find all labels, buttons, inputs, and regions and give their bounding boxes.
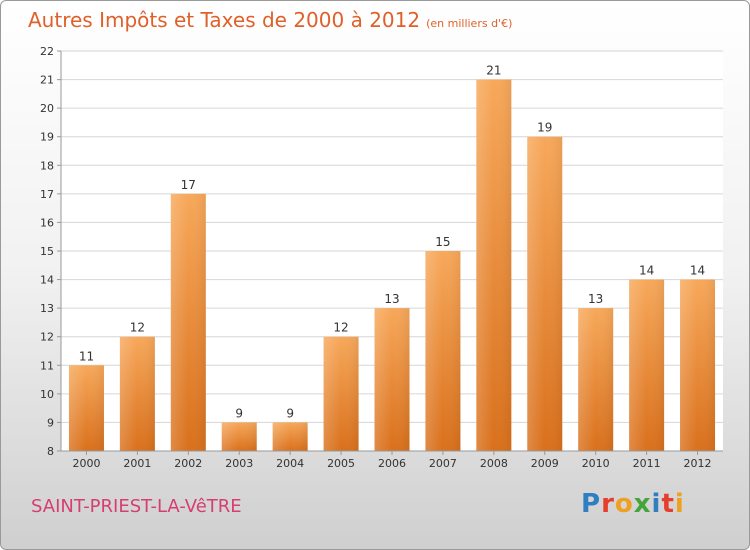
y-tick-label: 16 [40, 216, 54, 229]
bar-shine [323, 336, 359, 451]
proxiti-logo: Proxiti [581, 489, 685, 519]
data-label: 9 [286, 406, 294, 420]
y-tick-label: 14 [40, 274, 54, 287]
bar-shine [578, 308, 614, 451]
data-label: 11 [79, 349, 94, 363]
logo-letter: r [601, 489, 615, 519]
bar-shine [680, 279, 716, 451]
data-label: 19 [537, 121, 552, 135]
bar-shine [119, 336, 155, 451]
x-tick-label: 2012 [684, 457, 712, 470]
y-tick-label: 13 [40, 302, 54, 315]
bar-shine [272, 422, 308, 451]
bars: 11 12 17 9 9 12 13 15 21 19 13 14 14 [68, 64, 716, 452]
data-label: 12 [130, 321, 145, 335]
x-tick-label: 2010 [582, 457, 610, 470]
bar-shine [374, 308, 410, 451]
x-tick-label: 2000 [72, 457, 100, 470]
bar-shine [527, 136, 563, 451]
data-label: 14 [690, 264, 705, 278]
x-tick-label: 2007 [429, 457, 457, 470]
logo-letter: o [614, 489, 634, 519]
y-tick-label: 12 [40, 331, 54, 344]
logo-letter: x [633, 489, 652, 519]
logo-letter: i [674, 489, 685, 519]
data-label: 15 [435, 235, 450, 249]
y-tick-label: 11 [40, 359, 54, 372]
x-tick-label: 2005 [327, 457, 355, 470]
bar-shine [629, 279, 665, 451]
y-tick-label: 19 [40, 131, 54, 144]
bar-shine [425, 251, 461, 451]
bar-shine [68, 365, 104, 451]
y-tick-labels: 8 9 10 11 12 13 14 15 16 17 18 19 20 21 22 [40, 45, 54, 458]
y-tick-label: 9 [47, 416, 54, 429]
y-tick-label: 20 [40, 102, 54, 115]
y-tick-label: 8 [47, 445, 54, 458]
y-tick-label: 18 [40, 159, 54, 172]
x-tick-label: 2003 [225, 457, 253, 470]
data-label: 21 [486, 64, 501, 78]
logo-letter: i [651, 489, 662, 519]
data-label: 12 [333, 321, 348, 335]
data-label: 17 [181, 178, 196, 192]
y-tick-label: 17 [40, 188, 54, 201]
data-label: 14 [639, 264, 654, 278]
chart-title: Autres Impôts et Taxes de 2000 à 2012 (en… [28, 8, 512, 32]
x-tick-label: 2008 [480, 457, 508, 470]
title-unit: (en milliers d'€) [426, 17, 513, 30]
x-tick-labels: 2000 2001 2002 2003 2004 2005 2006 2007 2008 2009… [72, 451, 712, 470]
title-main: Autres Impôts et Taxes de 2000 à 2012 [28, 8, 421, 32]
y-tick-label: 15 [40, 245, 54, 258]
y-tick-label: 21 [40, 74, 54, 87]
logo-letter: P [581, 489, 602, 519]
bar-shine [476, 79, 512, 452]
bar-shine [221, 422, 257, 451]
bar-shine [170, 193, 206, 451]
data-label: 13 [384, 292, 399, 306]
x-tick-label: 2002 [174, 457, 202, 470]
x-tick-label: 2011 [633, 457, 661, 470]
x-tick-label: 2009 [531, 457, 559, 470]
data-label: 9 [235, 406, 243, 420]
x-tick-label: 2006 [378, 457, 406, 470]
x-tick-label: 2001 [123, 457, 151, 470]
y-tick-label: 10 [40, 388, 54, 401]
x-tick-label: 2004 [276, 457, 304, 470]
commune-name: SAINT-PRIEST-LA-VêTRE [31, 496, 242, 517]
y-tick-label: 22 [40, 45, 54, 58]
logo-letter: t [661, 489, 675, 519]
data-label: 13 [588, 292, 603, 306]
